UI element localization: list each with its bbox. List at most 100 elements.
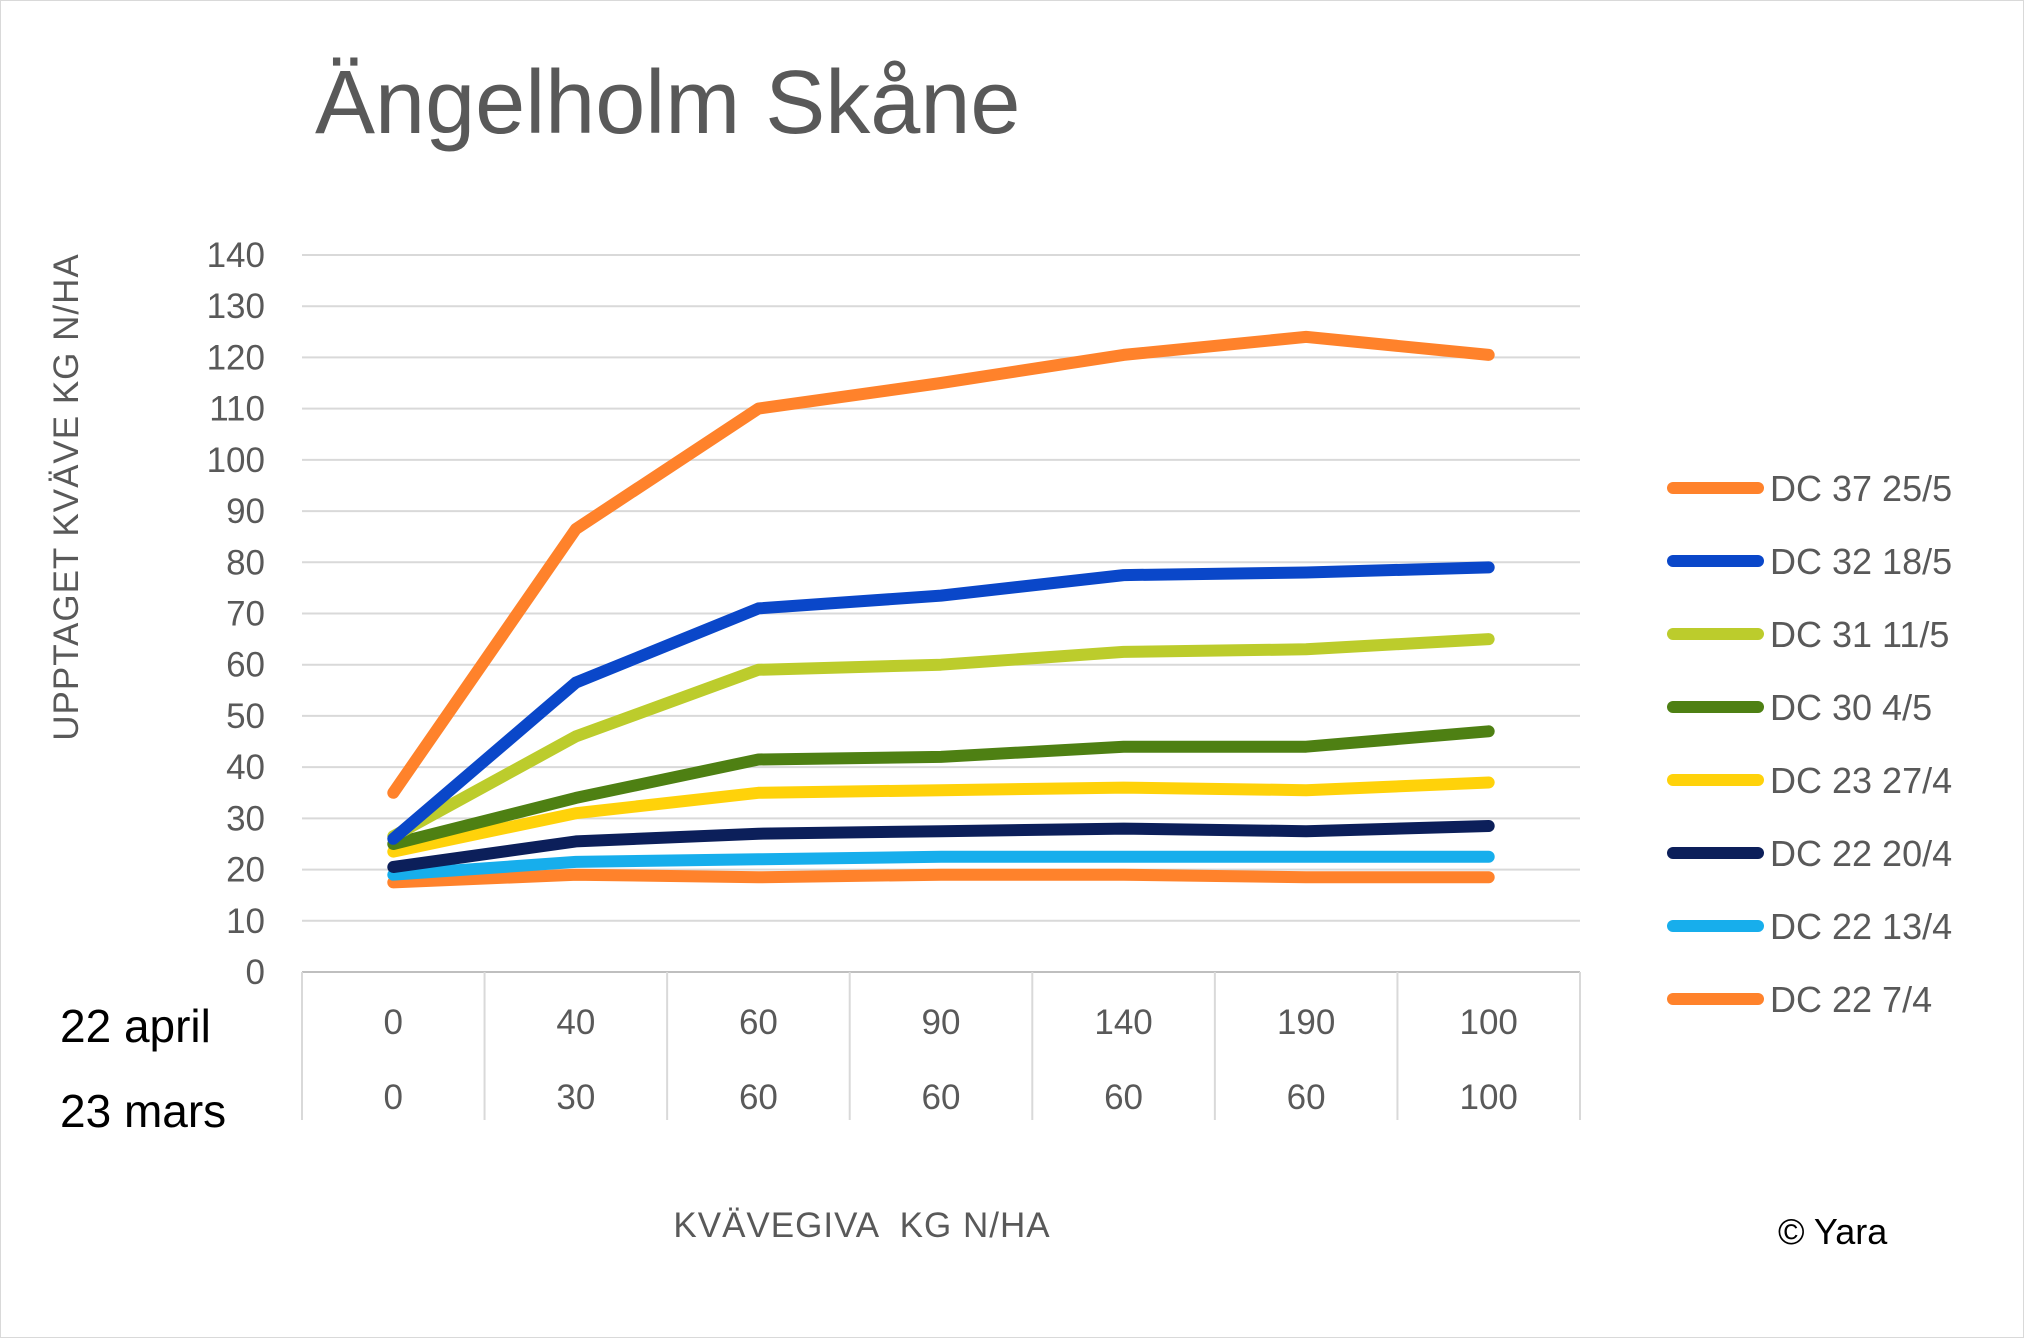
data-point (939, 663, 943, 667)
series-line (387, 776, 1495, 858)
legend: DC 37 25/5 DC 32 18/5 DC 31 11/5 DC 30 4/5 D… (1667, 468, 1952, 1020)
x-axis-title: KVÄVEGIVA KG N/HA (673, 1206, 1050, 1245)
data-point (1487, 729, 1491, 733)
data-point (939, 381, 943, 385)
data-point (1304, 855, 1308, 859)
data-point (1487, 855, 1491, 859)
data-point (574, 681, 578, 685)
data-point (939, 873, 943, 877)
series-line (387, 850, 1495, 881)
x-tick-label: 190 (1277, 1003, 1335, 1042)
data-point (1487, 353, 1491, 357)
x-tick-label: 60 (1287, 1078, 1326, 1117)
copyright-text: © Yara (1778, 1211, 1888, 1252)
y-tick-label: 0 (246, 953, 265, 992)
y-tick-label: 130 (207, 287, 265, 326)
legend-label: DC 22 20/4 (1770, 833, 1952, 874)
data-point (1304, 788, 1308, 792)
data-point (574, 873, 578, 877)
data-point (1304, 829, 1308, 833)
series-lines (387, 330, 1495, 889)
data-point (391, 880, 395, 884)
data-point (1122, 873, 1126, 877)
y-axis-title: UPPTAGET KVÄVE KG N/HA (47, 253, 86, 741)
data-point (1304, 571, 1308, 575)
x-axis-table: 22 april 0 40 60 90 140 190 100 23 mars 0 30 60 60 60… (60, 972, 1581, 1137)
data-point (756, 757, 760, 761)
y-tick-label: 30 (226, 799, 265, 838)
data-point (574, 527, 578, 531)
y-tick-label: 20 (226, 851, 265, 890)
data-point (1122, 827, 1126, 831)
x-tick-label: 140 (1094, 1003, 1152, 1042)
data-point (756, 407, 760, 411)
data-point (574, 811, 578, 815)
data-point (756, 832, 760, 836)
data-point (756, 606, 760, 610)
data-point (756, 857, 760, 861)
data-point (1122, 786, 1126, 790)
chart-title: Ängelholm Skåne (315, 53, 1020, 153)
data-point (574, 796, 578, 800)
y-tick-label: 50 (226, 697, 265, 736)
data-point (1304, 875, 1308, 879)
y-tick-label: 90 (226, 492, 265, 531)
series-line (387, 561, 1495, 845)
legend-label: DC 23 27/4 (1770, 760, 1952, 801)
y-tick-label: 100 (207, 441, 265, 480)
y-tick-label: 80 (226, 543, 265, 582)
data-point (939, 788, 943, 792)
y-tick-label: 10 (226, 902, 265, 941)
data-point (939, 829, 943, 833)
data-point (1122, 353, 1126, 357)
series-line (387, 868, 1495, 889)
data-point (1122, 650, 1126, 654)
legend-label: DC 22 13/4 (1770, 906, 1952, 947)
legend-label: DC 37 25/5 (1770, 468, 1952, 509)
data-point (756, 668, 760, 672)
category-row-label: 22 april (60, 1000, 211, 1052)
x-tick-label: 30 (556, 1078, 595, 1117)
legend-label: DC 30 4/5 (1770, 687, 1932, 728)
data-point (939, 855, 943, 859)
series-line (387, 725, 1495, 850)
data-point (756, 875, 760, 879)
x-tick-label: 60 (1104, 1078, 1143, 1117)
data-point (391, 791, 395, 795)
x-tick-label: 60 (922, 1078, 961, 1117)
y-tick-label: 120 (207, 338, 265, 377)
data-point (574, 860, 578, 864)
data-point (1487, 637, 1491, 641)
x-tick-label: 100 (1460, 1003, 1518, 1042)
series-line (387, 330, 1495, 799)
data-point (939, 594, 943, 598)
y-tick-label: 140 (207, 236, 265, 275)
x-tick-label: 60 (739, 1003, 778, 1042)
data-point (756, 791, 760, 795)
data-point (1487, 875, 1491, 879)
data-point (574, 734, 578, 738)
data-point (391, 865, 395, 869)
data-point (1487, 824, 1491, 828)
category-row-label: 23 mars (60, 1085, 226, 1137)
legend-label: DC 32 18/5 (1770, 541, 1952, 582)
y-tick-label: 110 (209, 390, 265, 429)
legend-label: DC 22 7/4 (1770, 979, 1932, 1020)
legend-label: DC 31 11/5 (1770, 614, 1949, 655)
data-point (391, 850, 395, 854)
x-tick-label: 60 (739, 1078, 778, 1117)
data-point (1487, 781, 1491, 785)
data-point (1122, 855, 1126, 859)
data-point (1304, 745, 1308, 749)
data-point (1304, 647, 1308, 651)
data-point (391, 873, 395, 877)
gridlines (302, 254, 1580, 973)
series-line (387, 820, 1495, 873)
x-tick-label: 0 (384, 1003, 403, 1042)
data-point (1487, 565, 1491, 569)
x-tick-label: 90 (922, 1003, 961, 1042)
y-tick-label: 60 (226, 646, 265, 685)
series-line (387, 633, 1495, 843)
data-point (1122, 573, 1126, 577)
